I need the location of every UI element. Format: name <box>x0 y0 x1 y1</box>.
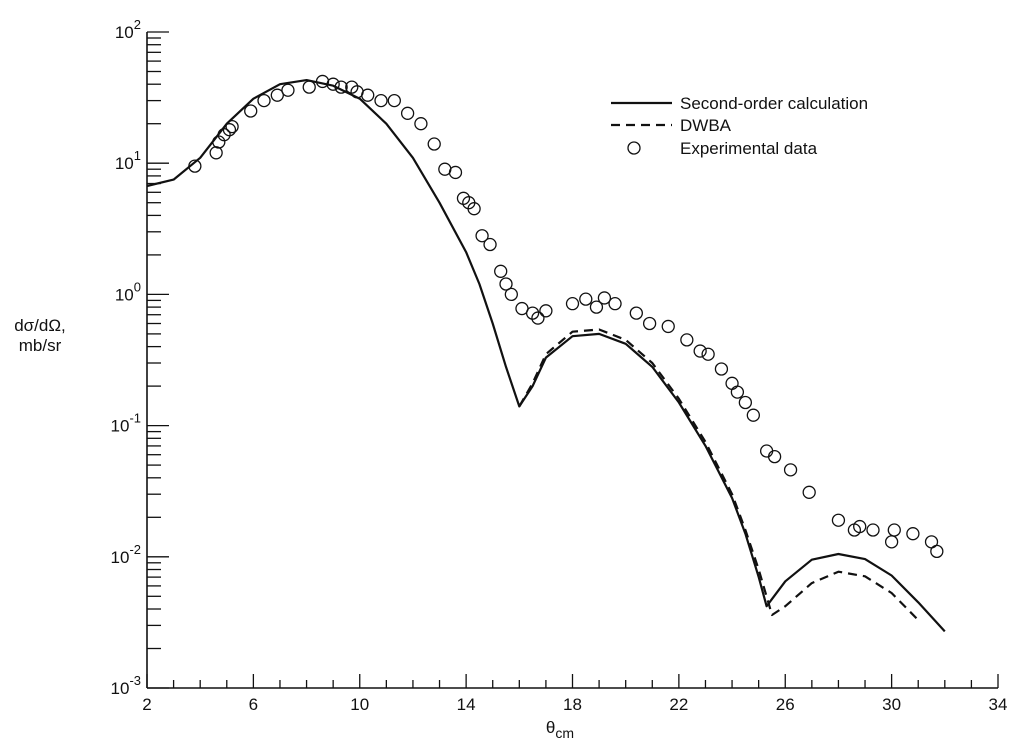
data-point <box>565 297 580 311</box>
y-tick-label: 102 <box>115 17 141 42</box>
data-point <box>531 311 545 325</box>
data-point <box>701 347 715 361</box>
y-tick-label: 10-1 <box>111 411 141 436</box>
data-point <box>222 123 237 137</box>
data-point <box>693 344 707 358</box>
x-tick-label: 10 <box>350 695 369 714</box>
data-point <box>767 449 782 464</box>
x-tick-label: 30 <box>882 695 901 714</box>
legend: Second-order calculation DWBA Experimental… <box>611 94 868 158</box>
data-point <box>361 88 375 102</box>
y-tick-label: 10-3 <box>111 673 141 698</box>
data-point <box>326 77 340 91</box>
data-point <box>725 376 739 390</box>
data-point <box>866 523 880 537</box>
data-point <box>629 306 643 320</box>
data-point <box>730 385 745 399</box>
data-point <box>499 277 513 291</box>
x-tick-label: 14 <box>457 695 476 714</box>
data-point <box>494 264 508 278</box>
axis-labels: θcm dσ/dΩ,mb/sr <box>14 316 574 741</box>
data-point <box>448 165 463 180</box>
data-point <box>642 316 657 331</box>
data-point <box>302 80 316 94</box>
legend-marker-experimental <box>627 141 641 155</box>
experimental-points <box>188 74 944 559</box>
data-point <box>504 287 518 302</box>
data-point <box>334 80 348 94</box>
data-point <box>257 93 271 108</box>
legend-label: Second-order calculation <box>680 94 868 113</box>
data-point <box>483 237 497 252</box>
y-axis-label: mb/sr <box>19 336 62 355</box>
series-line-dwba <box>518 328 919 621</box>
data-point <box>427 137 441 151</box>
data-point <box>225 119 239 134</box>
data-point <box>244 104 258 118</box>
x-tick-label: 26 <box>776 695 795 714</box>
data-point <box>456 191 471 205</box>
data-point <box>661 319 675 334</box>
data-point <box>281 83 295 97</box>
x-tick-label: 34 <box>989 695 1008 714</box>
data-point <box>387 93 401 108</box>
data-point <box>209 146 223 160</box>
data-point <box>467 202 481 216</box>
x-tick-label: 6 <box>249 695 258 714</box>
data-point <box>714 362 729 376</box>
data-point <box>802 485 816 499</box>
series-line-second-order <box>146 79 946 633</box>
data-point <box>783 463 798 477</box>
x-tick-label: 22 <box>669 695 688 714</box>
data-point <box>270 88 284 102</box>
x-tick-label: 18 <box>563 695 582 714</box>
y-tick-label: 100 <box>115 279 141 304</box>
y-tick-label: 101 <box>115 148 141 173</box>
data-point <box>831 513 846 527</box>
legend-label: DWBA <box>680 116 732 135</box>
data-point <box>579 292 593 306</box>
data-point <box>188 159 202 173</box>
y-tick-label: 10-2 <box>111 542 141 567</box>
data-point <box>374 93 388 108</box>
data-point <box>746 408 760 422</box>
data-point <box>597 291 612 305</box>
data-point <box>539 304 553 318</box>
x-axis-label: θcm <box>546 718 574 741</box>
legend-label: Experimental data <box>680 139 818 158</box>
series-layer <box>146 79 946 633</box>
data-point <box>906 527 920 541</box>
data-point <box>887 523 901 537</box>
data-point <box>930 544 944 559</box>
data-point <box>853 519 867 534</box>
data-point <box>475 229 489 243</box>
data-point <box>680 333 694 347</box>
x-tick-label: 2 <box>142 695 151 714</box>
data-point <box>589 300 604 314</box>
data-point <box>738 395 753 410</box>
data-point <box>608 297 622 311</box>
y-axis-label: dσ/dΩ, <box>14 316 66 335</box>
data-point <box>400 106 415 120</box>
data-point <box>414 117 428 131</box>
data-point <box>884 535 899 549</box>
data-point <box>759 444 774 458</box>
